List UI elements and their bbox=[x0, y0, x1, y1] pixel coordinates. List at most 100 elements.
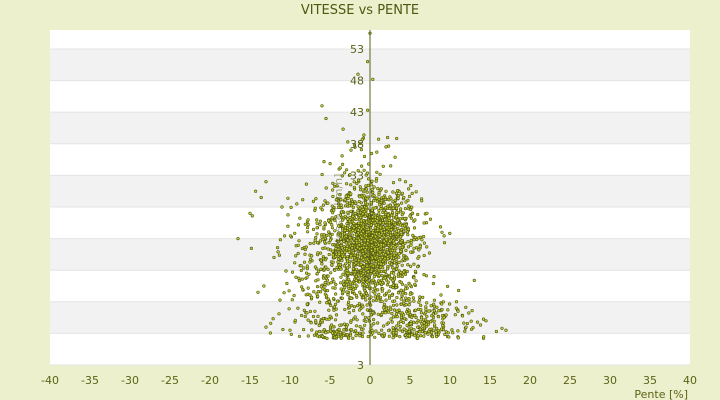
data-point bbox=[256, 290, 260, 294]
data-point bbox=[387, 334, 391, 338]
data-point bbox=[349, 320, 353, 325]
data-point bbox=[408, 214, 412, 218]
data-point bbox=[320, 208, 324, 212]
data-point bbox=[424, 307, 428, 312]
data-point bbox=[351, 336, 355, 341]
data-point bbox=[380, 299, 384, 303]
data-point bbox=[335, 265, 339, 269]
data-point bbox=[345, 168, 349, 172]
data-point bbox=[376, 312, 380, 316]
data-point bbox=[344, 234, 348, 238]
data-point bbox=[277, 312, 281, 316]
data-point bbox=[370, 179, 374, 183]
data-point bbox=[354, 248, 358, 252]
data-point bbox=[392, 241, 396, 245]
data-point bbox=[324, 265, 328, 269]
data-point bbox=[399, 207, 403, 211]
data-point bbox=[387, 310, 391, 314]
data-point bbox=[331, 249, 335, 253]
data-point bbox=[343, 232, 347, 236]
data-point bbox=[282, 291, 286, 295]
data-point bbox=[352, 292, 357, 296]
data-point bbox=[339, 267, 343, 271]
data-point bbox=[397, 321, 401, 325]
data-point bbox=[386, 280, 390, 284]
data-point bbox=[384, 145, 388, 149]
data-point bbox=[370, 240, 374, 244]
data-point bbox=[333, 268, 337, 273]
data-point bbox=[363, 238, 367, 242]
data-point bbox=[379, 262, 383, 266]
data-point bbox=[315, 272, 319, 276]
data-point bbox=[418, 327, 423, 331]
data-point bbox=[456, 336, 460, 340]
data-point bbox=[447, 335, 451, 339]
data-point bbox=[400, 245, 404, 249]
data-point bbox=[338, 193, 342, 197]
data-point bbox=[299, 268, 303, 273]
data-point bbox=[361, 212, 365, 216]
data-point bbox=[352, 305, 357, 309]
data-point bbox=[409, 322, 413, 326]
x-tick-label: -5 bbox=[325, 374, 336, 387]
data-point bbox=[347, 300, 351, 304]
data-point bbox=[308, 293, 312, 297]
data-point bbox=[419, 303, 423, 308]
data-point bbox=[376, 321, 380, 325]
data-point bbox=[336, 242, 340, 247]
data-point bbox=[475, 320, 480, 324]
data-point bbox=[332, 208, 336, 212]
data-point bbox=[321, 316, 326, 321]
data-point bbox=[338, 323, 342, 327]
data-point bbox=[440, 302, 444, 306]
data-point bbox=[342, 239, 346, 243]
data-point bbox=[407, 204, 411, 208]
data-point bbox=[348, 173, 352, 177]
data-point bbox=[402, 195, 406, 200]
data-point bbox=[360, 164, 364, 168]
data-point bbox=[472, 278, 476, 283]
data-point bbox=[360, 241, 364, 246]
data-point bbox=[387, 144, 391, 148]
data-point bbox=[354, 218, 358, 222]
data-point bbox=[395, 324, 399, 328]
data-point bbox=[377, 212, 381, 216]
data-point bbox=[375, 199, 379, 203]
data-point bbox=[305, 302, 309, 306]
data-point bbox=[418, 330, 422, 334]
data-point bbox=[347, 250, 351, 254]
data-point bbox=[293, 318, 297, 323]
data-point bbox=[393, 245, 397, 249]
data-point bbox=[379, 295, 383, 300]
data-point bbox=[326, 297, 330, 301]
data-point bbox=[464, 325, 468, 329]
data-point bbox=[388, 233, 393, 237]
data-point bbox=[343, 307, 347, 312]
data-point bbox=[393, 155, 397, 159]
data-point bbox=[442, 234, 446, 238]
data-point bbox=[385, 283, 390, 287]
data-point bbox=[338, 233, 343, 237]
data-point bbox=[361, 279, 365, 284]
data-point bbox=[395, 328, 399, 332]
data-point bbox=[342, 264, 346, 268]
data-point bbox=[425, 301, 429, 305]
data-point bbox=[371, 299, 375, 303]
data-point bbox=[440, 308, 444, 312]
data-point bbox=[309, 257, 313, 261]
data-point bbox=[342, 328, 346, 332]
data-point bbox=[331, 297, 336, 301]
data-point bbox=[378, 203, 382, 207]
x-tick-labels: -40 -35 -30 -25 -20 -15 -10 -5 0 5 10 15 20 25 30 35 40 bbox=[41, 374, 697, 387]
data-point bbox=[297, 334, 302, 338]
data-point bbox=[250, 214, 254, 218]
data-point bbox=[391, 315, 396, 319]
data-point bbox=[365, 280, 369, 284]
data-point bbox=[341, 162, 345, 166]
x-axis-label: Pente [%] bbox=[634, 388, 688, 400]
data-point bbox=[407, 187, 411, 191]
data-point bbox=[431, 281, 436, 286]
data-point bbox=[390, 262, 394, 266]
data-point bbox=[469, 327, 474, 331]
data-point bbox=[357, 221, 361, 225]
